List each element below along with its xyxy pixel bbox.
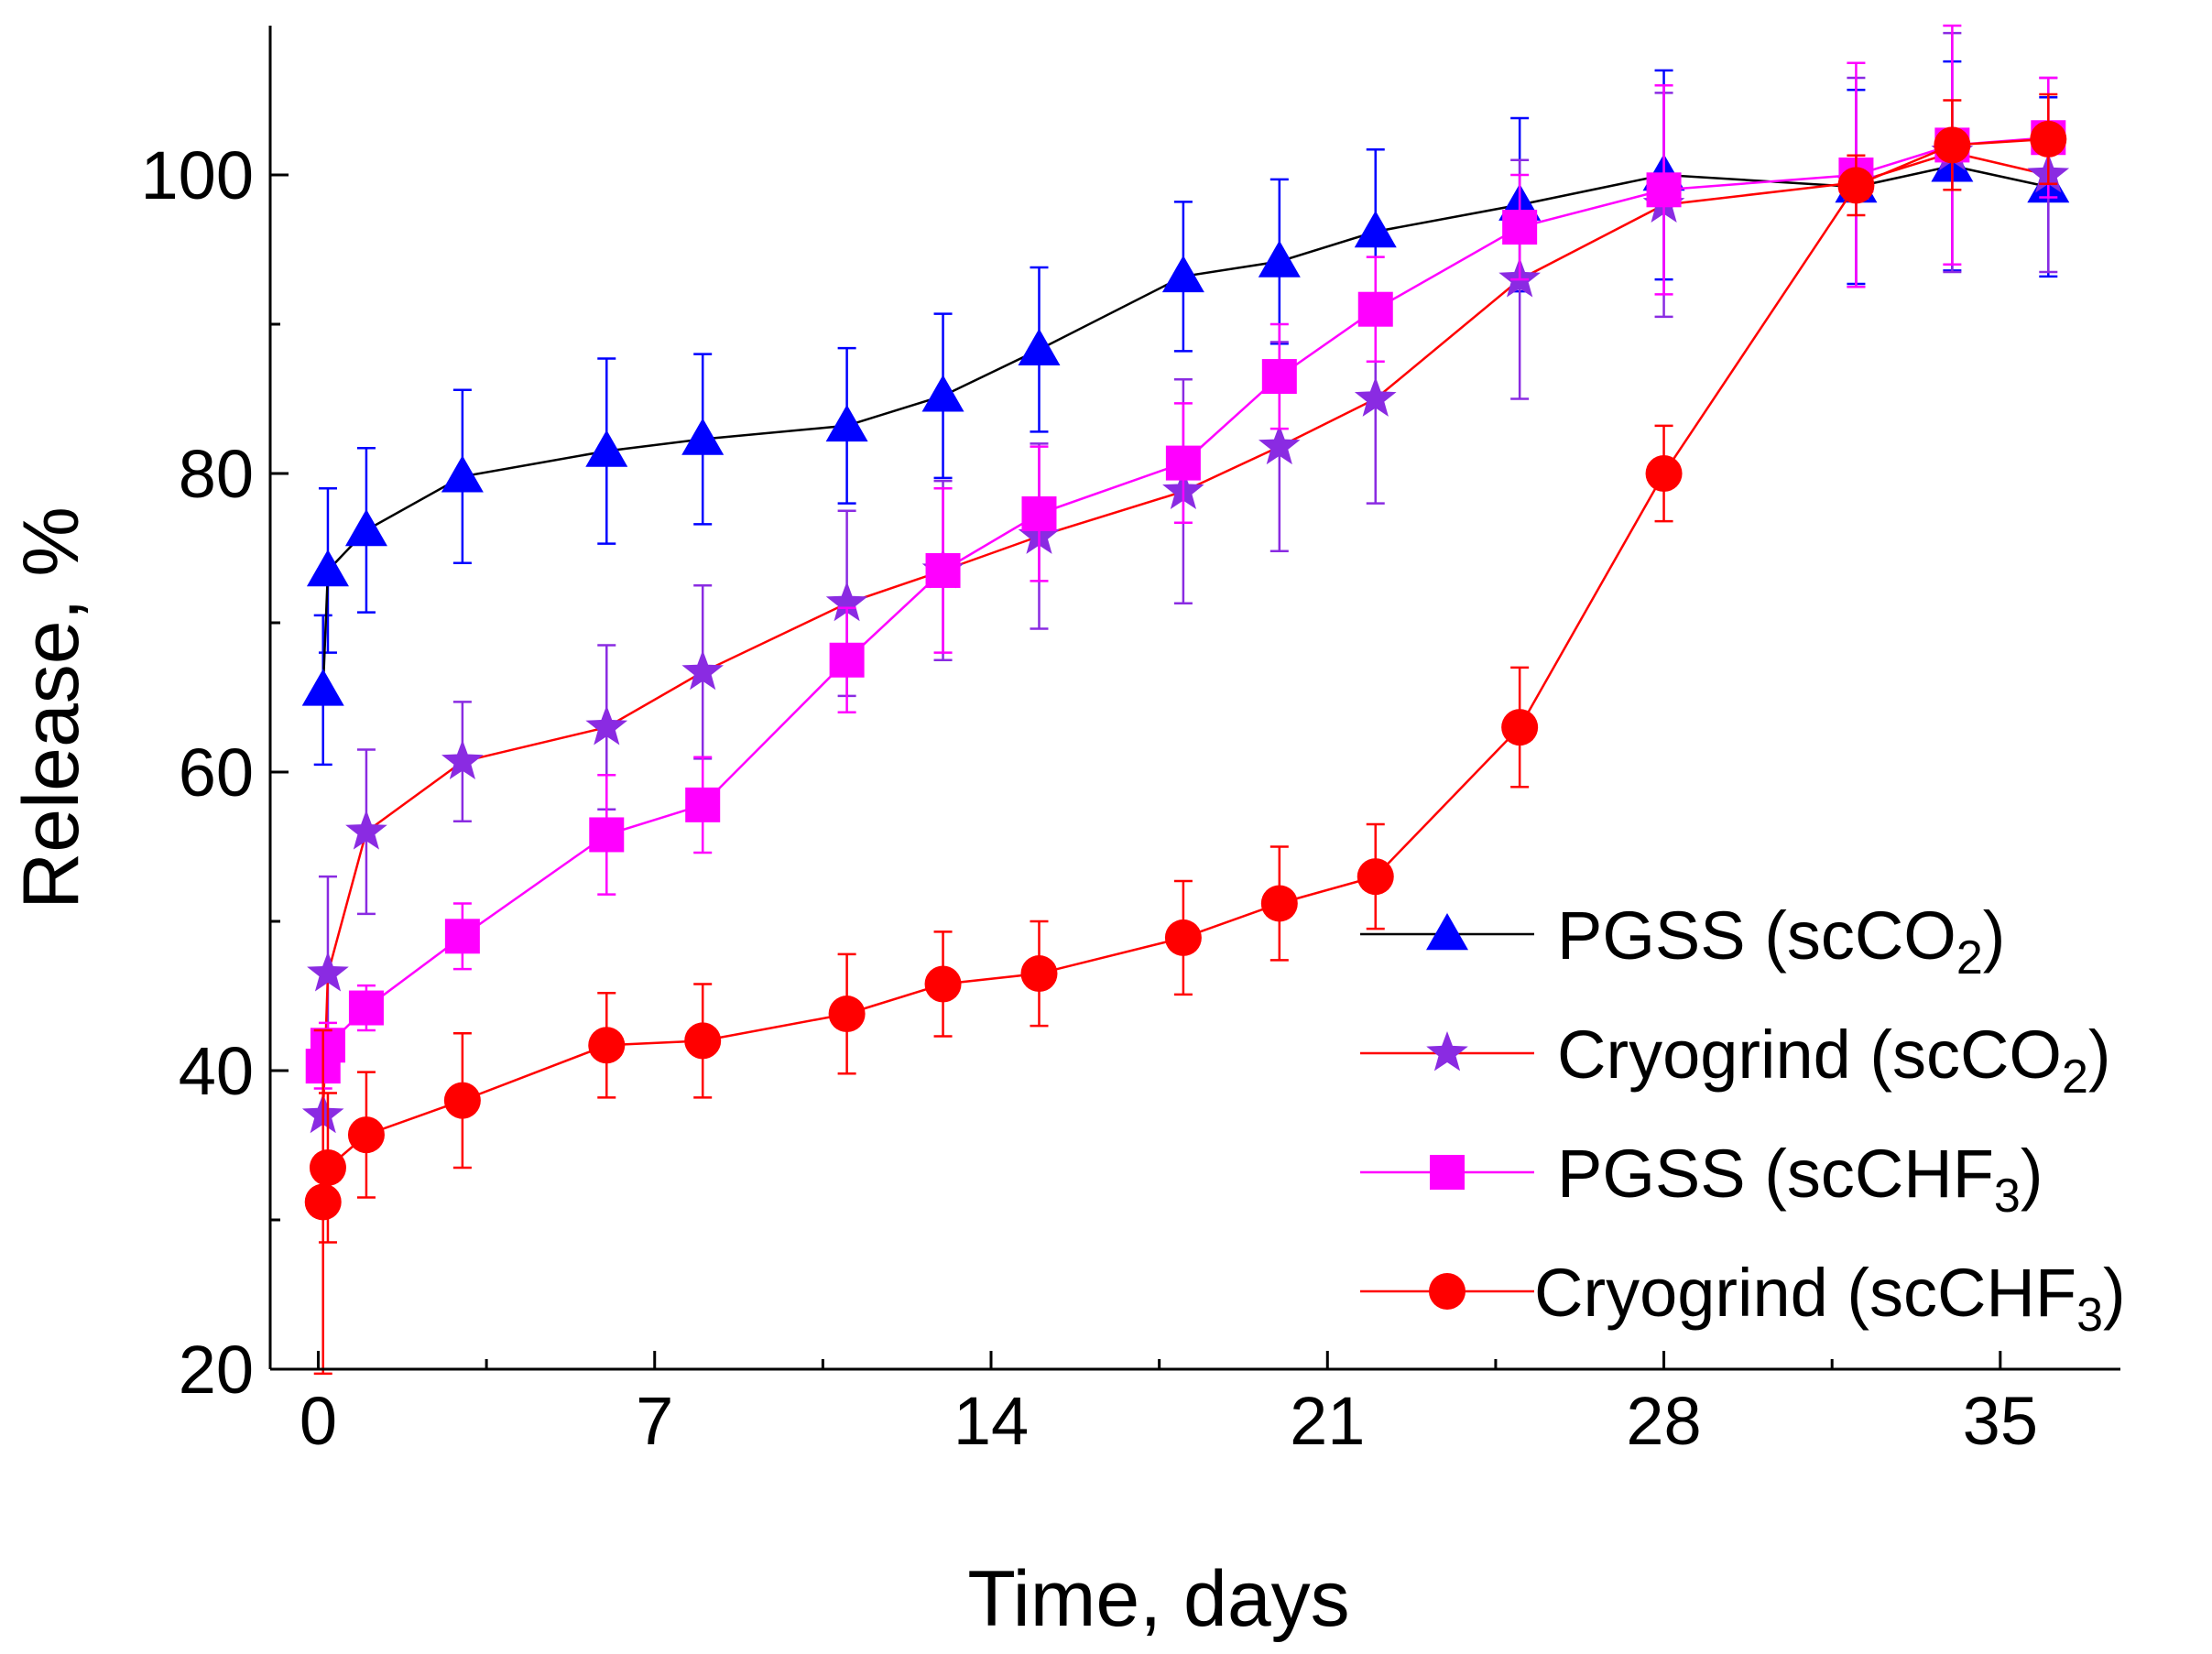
series-layer (301, 24, 2070, 1376)
data-point (1357, 291, 1393, 327)
data-point (588, 1027, 626, 1064)
legend-label: Cryogrind (scCO2) (1557, 1017, 2111, 1104)
data-point (1018, 328, 1061, 365)
legend-entry-0: PGSS (scCO2) (1360, 898, 2005, 985)
data-point (921, 375, 964, 412)
legend-label: PGSS (scCHF3) (1557, 1136, 2043, 1223)
data-point (925, 552, 961, 588)
data-point (1258, 240, 1301, 277)
data-point (304, 1183, 342, 1221)
data-point (307, 952, 349, 992)
data-point (2030, 120, 2067, 158)
legend-marker (1426, 1031, 1468, 1072)
data-point (1501, 709, 1539, 746)
x-tick-label: 14 (953, 1383, 1029, 1459)
data-point (1259, 424, 1301, 465)
data-point (681, 418, 725, 455)
x-tick-label: 7 (636, 1383, 673, 1459)
data-point (685, 787, 721, 822)
x-tick-label: 35 (1963, 1383, 2038, 1459)
legend-label: PGSS (scCO2) (1557, 898, 2005, 985)
data-point (828, 996, 866, 1033)
data-point (344, 508, 387, 547)
data-point (1502, 210, 1538, 245)
x-tick-label: 21 (1290, 1383, 1365, 1459)
data-point (825, 404, 868, 442)
x-tick-label: 28 (1626, 1383, 1701, 1459)
data-point (1021, 496, 1057, 532)
data-point (1260, 885, 1298, 922)
data-point (585, 705, 628, 745)
legend-entry-3: Cryogrind (scCHF3) (1360, 1255, 2126, 1342)
data-point (441, 455, 484, 493)
data-point (1165, 445, 1201, 481)
data-point (589, 817, 625, 853)
y-tick-label: 60 (179, 735, 254, 811)
series-3 (304, 92, 2067, 1376)
data-point (444, 919, 480, 954)
ticks-layer: 0 7 14 21 28 35 20 40 60 80 100 (141, 137, 2038, 1459)
data-point (1645, 455, 1683, 492)
data-point (1357, 858, 1394, 896)
data-point (1020, 955, 1058, 993)
data-point (684, 1022, 722, 1060)
y-tick-label: 100 (141, 137, 254, 213)
data-point (301, 669, 344, 706)
data-point (1354, 376, 1397, 417)
series-line (321, 164, 2049, 691)
data-point (825, 581, 868, 622)
data-point (585, 430, 628, 467)
data-point (1261, 359, 1297, 395)
data-point (309, 1148, 346, 1186)
legend: PGSS (scCO2) Cryogrind (scCO2) PGSS (scCHF… (1360, 898, 2126, 1342)
y-tick-label: 80 (179, 436, 254, 512)
data-point (347, 1116, 385, 1154)
x-tick-label: 0 (300, 1383, 337, 1459)
data-point (310, 1028, 345, 1063)
data-point (1646, 172, 1682, 208)
y-axis-title: Release, % (7, 506, 95, 909)
data-point (829, 642, 865, 678)
legend-marker (1429, 1273, 1466, 1310)
data-point (348, 990, 384, 1026)
y-tick-label: 40 (179, 1033, 254, 1109)
legend-entry-1: Cryogrind (scCO2) (1360, 1017, 2111, 1104)
data-point (1934, 126, 1971, 164)
data-point (441, 739, 484, 779)
series-0 (301, 60, 2070, 767)
axes-frame (268, 26, 2120, 1371)
data-point (306, 549, 349, 587)
data-point (1164, 919, 1202, 956)
legend-entry-2: PGSS (scCHF3) (1360, 1136, 2043, 1223)
data-point (443, 1082, 481, 1119)
x-axis-title: Time, days (967, 1555, 1349, 1643)
data-point (924, 965, 962, 1003)
data-point (345, 810, 387, 850)
data-point (1354, 210, 1397, 248)
y-tick-label: 20 (179, 1332, 254, 1408)
legend-label: Cryogrind (scCHF3) (1534, 1255, 2126, 1342)
data-point (681, 649, 724, 691)
legend-marker (1426, 913, 1468, 951)
legend-marker (1430, 1155, 1465, 1190)
data-point (1161, 255, 1204, 293)
data-point (1837, 167, 1875, 204)
